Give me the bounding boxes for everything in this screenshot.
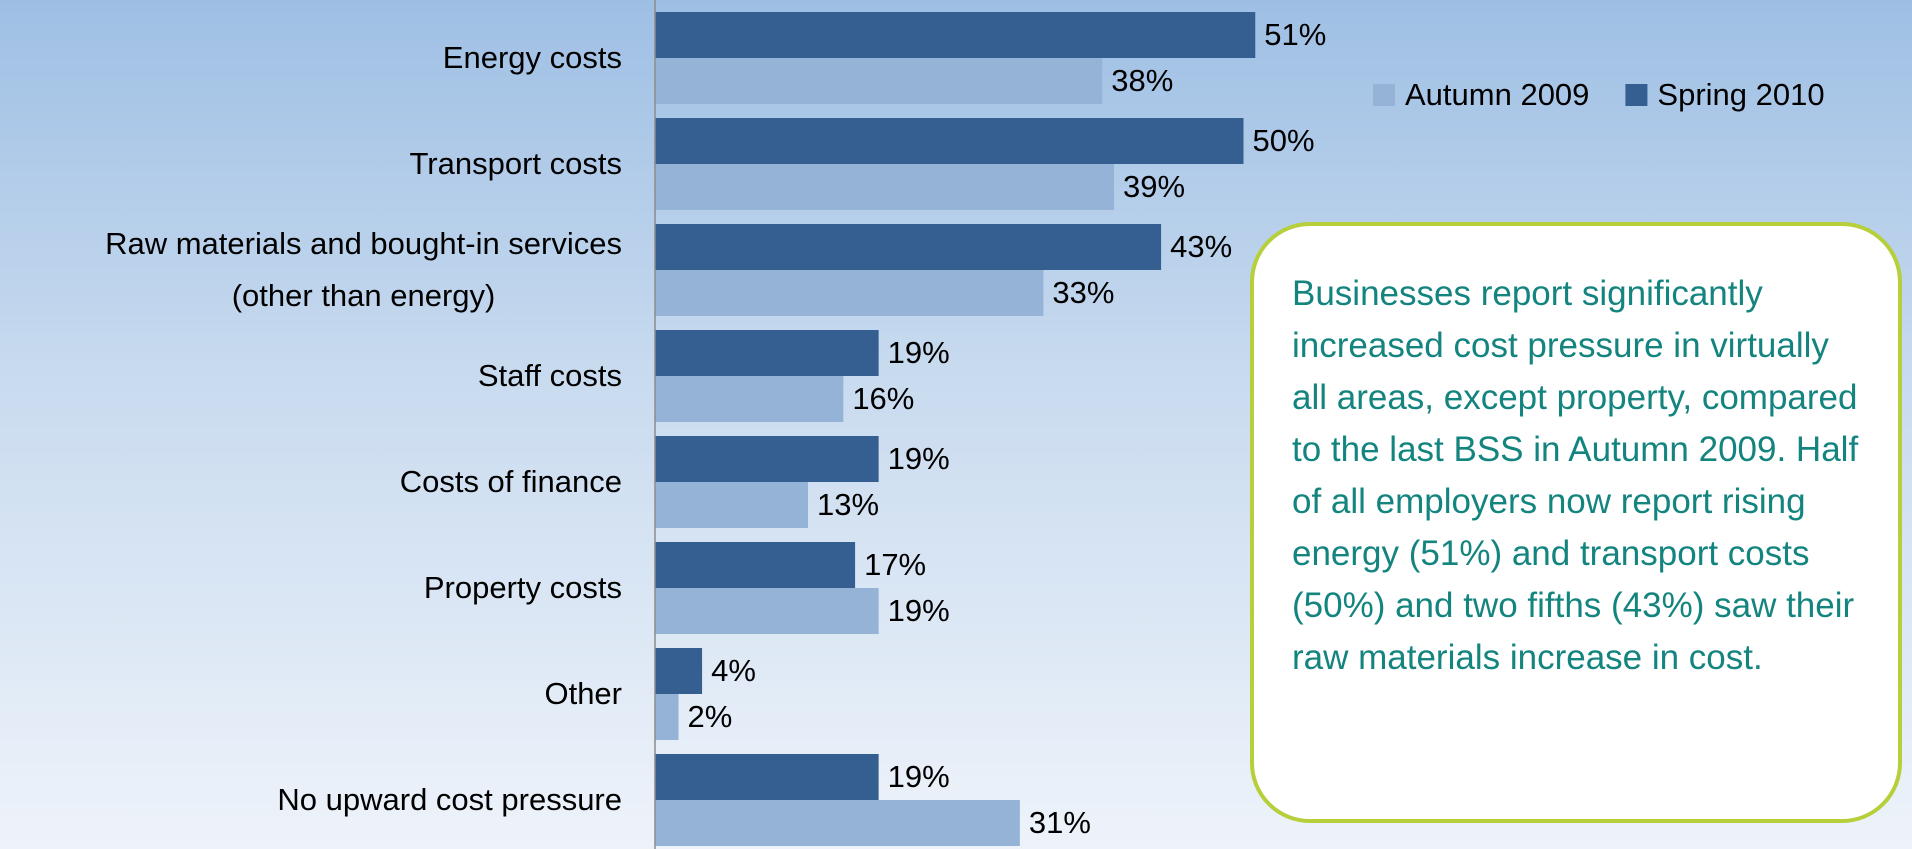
category-label: Transport costs	[410, 138, 622, 190]
category-label: Property costs	[424, 562, 622, 614]
bar	[655, 118, 1244, 164]
category-text: Energy costs	[442, 40, 622, 75]
legend-label: Autumn 2009	[1405, 77, 1589, 112]
bar	[655, 376, 844, 422]
bar	[655, 330, 879, 376]
category-text: Staff costs	[477, 358, 622, 393]
annotation: Businesses report significantly increase…	[1250, 222, 1902, 823]
value-label: 17%	[864, 547, 926, 582]
bar	[655, 648, 703, 694]
value-label: 13%	[817, 487, 879, 522]
value-label: 33%	[1052, 275, 1114, 310]
category-label: Energy costs	[443, 32, 622, 84]
bar	[655, 58, 1103, 104]
bar	[655, 800, 1020, 846]
bar	[655, 224, 1162, 270]
category-label: Costs of finance	[400, 456, 622, 508]
category-text: Transport costs	[409, 146, 622, 181]
bar	[655, 694, 679, 740]
category-label: Raw materials and bought-in services (ot…	[105, 218, 622, 322]
value-label: 2%	[688, 699, 733, 734]
bar	[655, 542, 856, 588]
bar	[655, 12, 1256, 58]
value-label: 39%	[1123, 169, 1185, 204]
category-text: Costs of finance	[399, 464, 622, 499]
category-text: Raw materials and bought-in services (ot…	[105, 226, 622, 313]
value-label: 16%	[852, 381, 914, 416]
category-text: Other	[544, 676, 622, 711]
value-label: 19%	[888, 759, 950, 794]
value-label: 19%	[888, 441, 950, 476]
legend-swatch	[1625, 84, 1648, 106]
category-text: Property costs	[423, 570, 622, 605]
category-label: No upward cost pressure	[277, 774, 622, 826]
value-label: 50%	[1253, 123, 1315, 158]
legend-label: Spring 2010	[1657, 77, 1824, 112]
legend-swatch	[1373, 84, 1395, 106]
bar	[655, 754, 879, 800]
value-label: 19%	[888, 593, 950, 628]
bar	[655, 270, 1044, 316]
category-label: Staff costs	[478, 350, 622, 402]
category-text: No upward cost pressure	[277, 782, 622, 817]
bar	[655, 164, 1115, 210]
value-label: 31%	[1029, 805, 1091, 840]
value-label: 51%	[1264, 17, 1326, 52]
category-label: Other	[544, 668, 622, 720]
value-label: 4%	[711, 653, 756, 688]
value-label: 38%	[1111, 63, 1173, 98]
bar	[655, 482, 809, 528]
bar	[655, 436, 879, 482]
value-label: 19%	[888, 335, 950, 370]
bar	[655, 588, 879, 634]
value-label: 43%	[1170, 229, 1232, 264]
